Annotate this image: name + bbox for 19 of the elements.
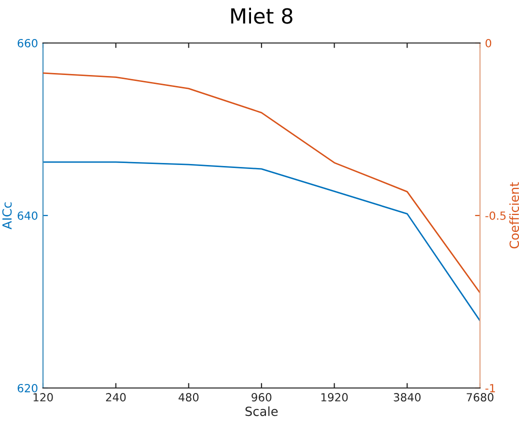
line-series: [43, 72, 480, 294]
line-series: [43, 161, 480, 322]
y2-tick-label: -1: [485, 384, 495, 392]
y-tick-label: 640: [18, 211, 38, 220]
y2-axis-title: Coefficient: [509, 182, 519, 248]
y-tick-label: 620: [18, 384, 38, 392]
y2-tick-label: 0: [486, 38, 492, 48]
x-tick-label: 7680: [466, 393, 494, 402]
x-tick-label: 3840: [394, 393, 421, 402]
y-axis-title: AICc: [2, 202, 12, 230]
chart-title: Miet 8: [231, 8, 292, 24]
y2-tick-label: -0.5: [485, 211, 506, 220]
x-tick-label: 120: [34, 393, 53, 402]
x-tick-label: 480: [178, 393, 199, 402]
x-tick-label: 240: [106, 393, 126, 402]
x-axis-title: Scale: [246, 406, 278, 416]
y-tick-label: 660: [18, 38, 38, 48]
x-tick-label: 960: [252, 393, 272, 402]
x-tick-label: 1920: [321, 393, 348, 402]
